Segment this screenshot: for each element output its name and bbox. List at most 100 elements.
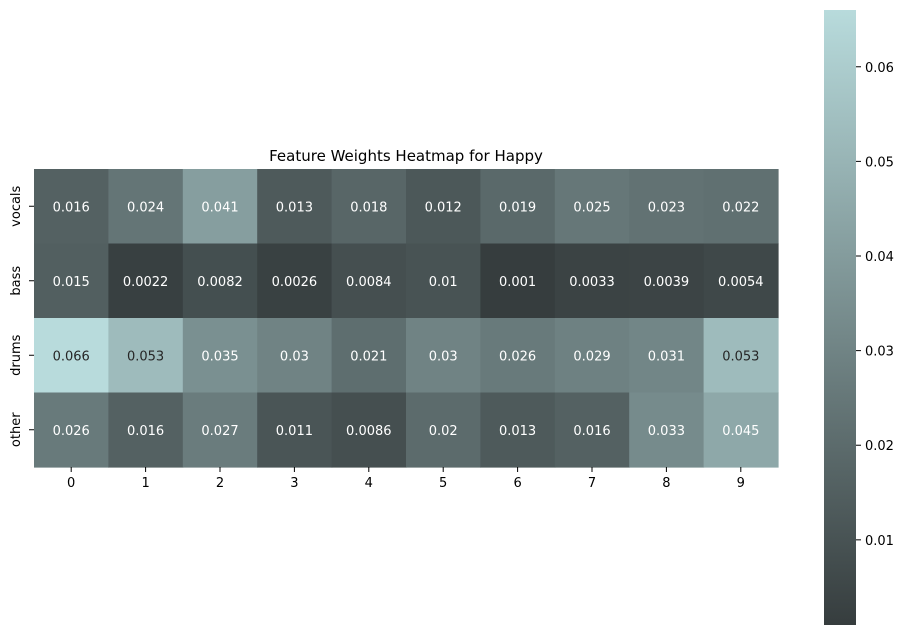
cell-value-label: 0.015 [53, 275, 90, 290]
cell-value-label: 0.02 [429, 424, 458, 439]
cell-value-label: 0.053 [127, 349, 164, 364]
heatmap-cell [331, 392, 407, 468]
colorbar-tick-label: 0.06 [865, 61, 894, 76]
heatmap-cell [108, 243, 184, 319]
y-tick-label: vocals [9, 185, 24, 226]
cell-value-label: 0.03 [280, 349, 309, 364]
cell-value-label: 0.0086 [346, 424, 392, 439]
cell-value-label: 0.03 [429, 349, 458, 364]
heatmap-cell [331, 169, 407, 245]
cell-value-label: 0.026 [53, 424, 90, 439]
heatmap-cell [554, 318, 630, 394]
heatmap-cell [554, 392, 630, 468]
heatmap-cell [182, 392, 258, 468]
cell-value-label: 0.0084 [346, 275, 392, 290]
heatmap-cell [554, 243, 630, 319]
cell-value-label: 0.021 [350, 349, 387, 364]
cell-value-label: 0.066 [53, 349, 90, 364]
heatmap-cell [34, 243, 109, 319]
heatmap-cell [108, 318, 184, 394]
heatmap-cell [480, 392, 556, 468]
x-tick-label: 3 [290, 476, 298, 491]
colorbar-tick-label: 0.04 [865, 250, 894, 265]
x-tick-label: 8 [662, 476, 670, 491]
cell-value-label: 0.041 [201, 200, 238, 215]
cell-value-label: 0.018 [350, 200, 387, 215]
cell-value-label: 0.0026 [272, 275, 318, 290]
heatmap-cell [703, 243, 779, 319]
x-tick-label: 1 [141, 476, 149, 491]
cell-value-label: 0.01 [429, 275, 458, 290]
cell-value-label: 0.016 [53, 200, 90, 215]
x-tick-label: 6 [513, 476, 521, 491]
heatmap-cell [257, 392, 333, 468]
heatmap-cell [257, 169, 333, 245]
heatmap-cell [480, 169, 556, 245]
cell-value-label: 0.011 [276, 424, 313, 439]
x-tick-label: 9 [737, 476, 745, 491]
cell-value-label: 0.0022 [123, 275, 169, 290]
heatmap-cell [406, 169, 481, 245]
colorbar-tick-label: 0.01 [865, 534, 894, 549]
cell-value-label: 0.023 [648, 200, 685, 215]
heatmap-cells: 0.016 0.024 0.041 0.013 0.018 0.012 0.019 0.025… [34, 169, 779, 468]
cell-value-label: 0.031 [648, 349, 685, 364]
x-axis-labels: 0 1 2 3 4 5 6 7 8 9 [67, 467, 745, 491]
heatmap-cell [182, 169, 258, 245]
colorbar-tick-label: 0.03 [865, 345, 894, 360]
cell-value-label: 0.013 [276, 200, 313, 215]
heatmap-cell [703, 392, 779, 468]
cell-value-label: 0.0033 [569, 275, 615, 290]
cell-value-label: 0.053 [722, 349, 759, 364]
cell-value-label: 0.0054 [718, 275, 764, 290]
heatmap-cell [629, 169, 705, 245]
cell-value-label: 0.016 [573, 424, 610, 439]
x-tick-label: 2 [216, 476, 224, 491]
cell-value-label: 0.0082 [197, 275, 243, 290]
x-tick-label: 5 [439, 476, 447, 491]
heatmap-cell [554, 169, 630, 245]
cell-value-label: 0.016 [127, 424, 164, 439]
heatmap-cell [331, 318, 407, 394]
colorbar [824, 10, 856, 625]
x-tick-label: 7 [588, 476, 596, 491]
cell-value-label: 0.025 [573, 200, 610, 215]
heatmap-cell [34, 169, 109, 245]
cell-value-label: 0.022 [722, 200, 759, 215]
heatmap-cell [406, 243, 481, 319]
heatmap-cell [182, 318, 258, 394]
x-tick-label: 0 [67, 476, 75, 491]
cell-value-label: 0.035 [201, 349, 238, 364]
heatmap-cell [480, 318, 556, 394]
heatmap-cell [703, 169, 779, 245]
heatmap-cell [34, 392, 109, 468]
cell-value-label: 0.012 [425, 200, 462, 215]
cell-value-label: 0.013 [499, 424, 536, 439]
heatmap-cell [703, 318, 779, 394]
y-axis-labels: vocals bass drums other [9, 185, 34, 447]
heatmap-cell [629, 318, 705, 394]
heatmap-cell [331, 243, 407, 319]
heatmap-cell [629, 243, 705, 319]
cell-value-label: 0.029 [573, 349, 610, 364]
colorbar-ticks: 0.01 0.02 0.03 0.04 0.05 0.06 [856, 61, 894, 549]
cell-value-label: 0.019 [499, 200, 536, 215]
y-tick-label: other [9, 412, 24, 447]
heatmap-cell [406, 392, 481, 468]
x-tick-label: 4 [365, 476, 373, 491]
cell-value-label: 0.026 [499, 349, 536, 364]
heatmap-cell [480, 243, 556, 319]
colorbar-tick-label: 0.05 [865, 155, 894, 170]
heatmap-cell [182, 243, 258, 319]
heatmap-cell [257, 318, 333, 394]
heatmap-cell [406, 318, 481, 394]
heatmap-cell [629, 392, 705, 468]
heatmap-cell [108, 392, 184, 468]
heatmap-cell [108, 169, 184, 245]
cell-value-label: 0.045 [722, 424, 759, 439]
heatmap-cell [257, 243, 333, 319]
cell-value-label: 0.024 [127, 200, 164, 215]
y-tick-label: drums [9, 334, 24, 375]
cell-value-label: 0.027 [201, 424, 238, 439]
